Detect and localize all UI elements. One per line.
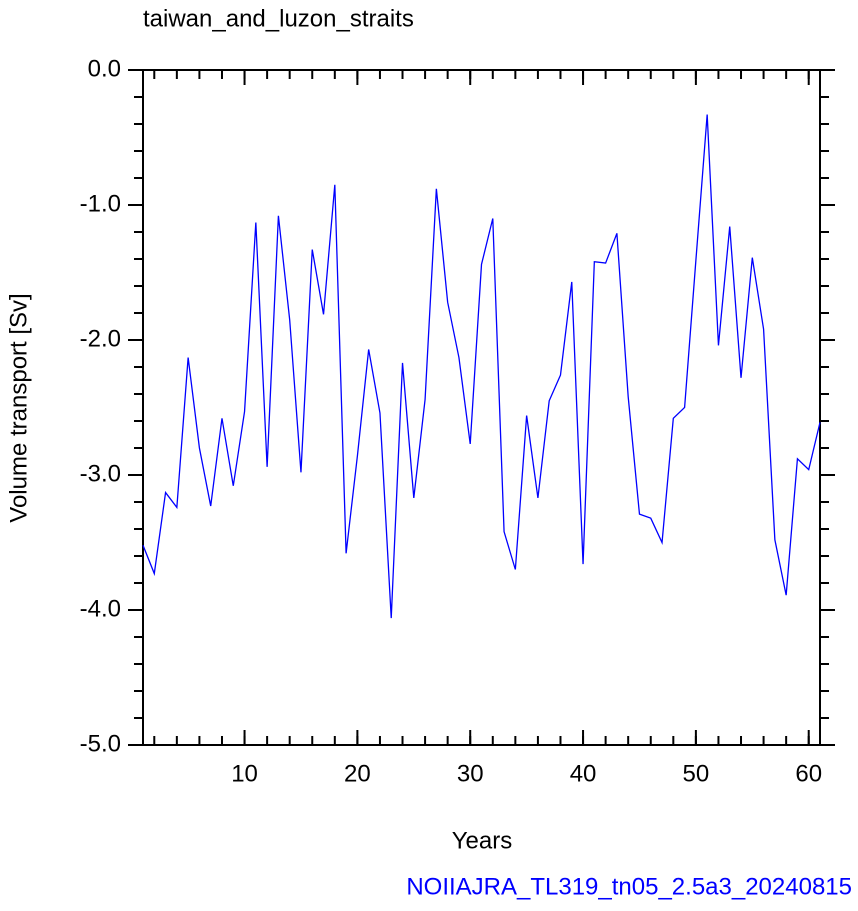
y-axis-label: Volume transport [Sv] [5,293,32,522]
x-tick-label: 40 [570,760,597,787]
x-axis-label: Years [452,827,513,854]
y-tick-label: -3.0 [80,460,121,487]
x-tick-label: 50 [683,760,710,787]
y-tick-label: -2.0 [80,325,121,352]
y-tick-label: -1.0 [80,190,121,217]
y-tick-label: -4.0 [80,595,121,622]
plot-frame [142,69,821,746]
x-tick-label: 20 [344,760,371,787]
footer-label: NOIIAJRA_TL319_tn05_2.5a3_20240815 [406,873,852,900]
x-tick-label: 10 [231,760,258,787]
chart-title: taiwan_and_luzon_straits [143,5,414,32]
y-tick-label: 0.0 [88,55,121,82]
y-tick-label: -5.0 [80,730,121,757]
x-tick-label: 60 [795,760,822,787]
data-line [142,114,821,619]
x-tick-label: 30 [457,760,484,787]
